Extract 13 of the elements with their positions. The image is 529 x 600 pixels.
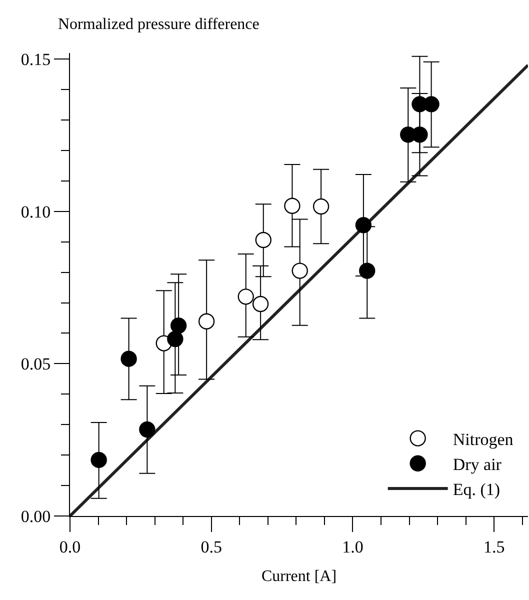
y-tick-label: 0.15 (20, 50, 51, 70)
x-tick-label: 0.0 (59, 537, 81, 556)
legend-label: Nitrogen (452, 430, 514, 449)
legend-label: Dry air (452, 455, 502, 474)
y-tick-label: 0.05 (20, 354, 51, 374)
x-tick-label: 0.5 (200, 537, 222, 556)
y-tick-label: 0.00 (20, 506, 51, 526)
y-axis-title: Normalized pressure difference (58, 16, 260, 33)
legend-label: Eq. (1) (452, 480, 500, 500)
x-tick-label: 1.5 (483, 537, 505, 556)
x-tick-label: 1.0 (342, 537, 364, 556)
y-tick-label: 0.10 (20, 202, 51, 222)
x-axis-title: Current [A] (261, 568, 337, 586)
